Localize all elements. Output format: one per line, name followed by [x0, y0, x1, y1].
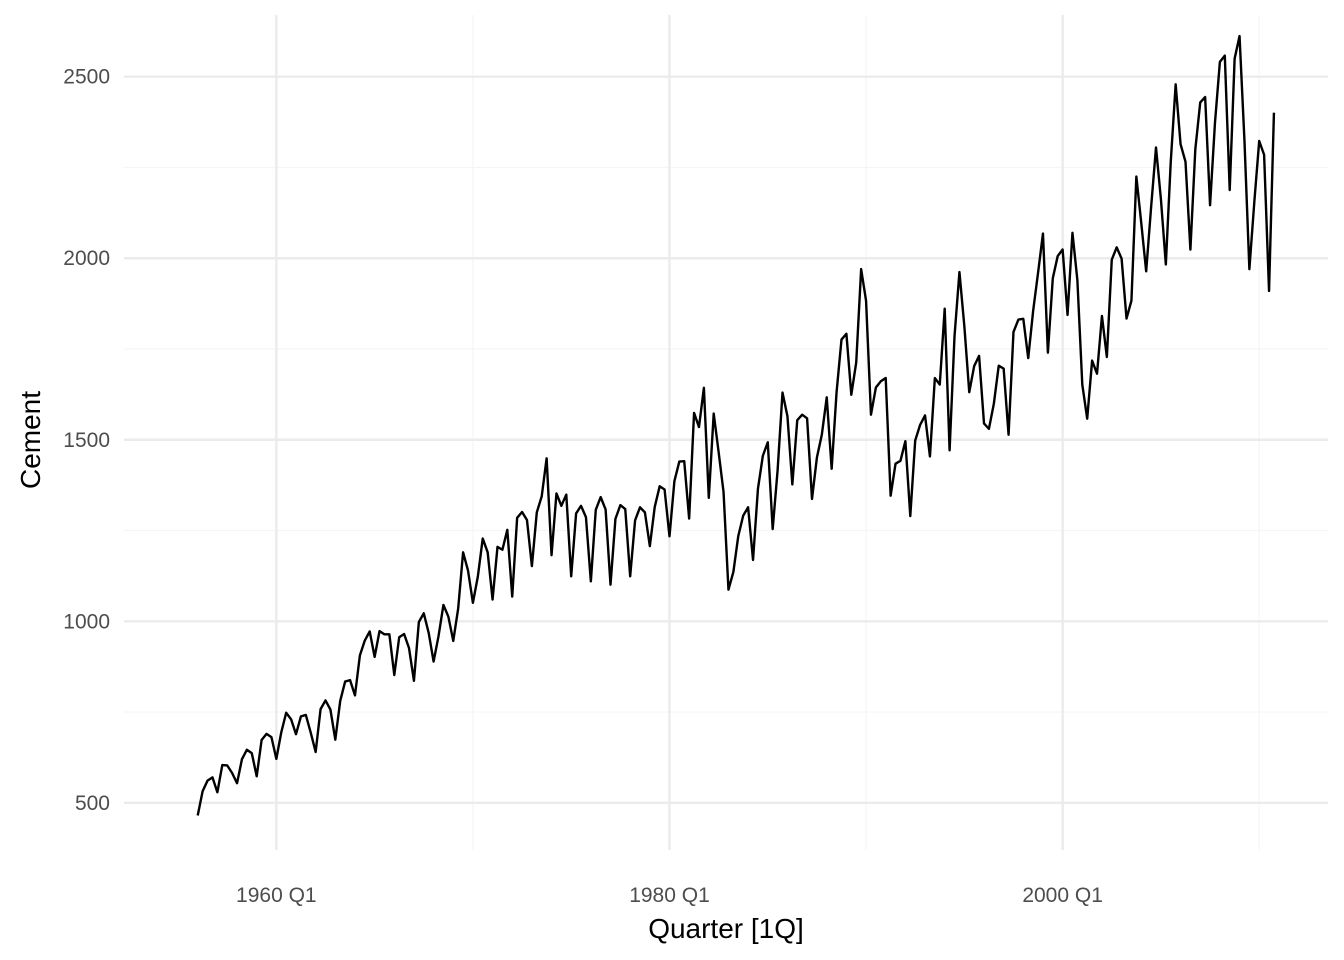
y-tick-label: 2500: [63, 66, 110, 89]
x-tick-label: 2000 Q1: [1022, 884, 1103, 907]
x-tick-label: 1960 Q1: [236, 884, 317, 907]
y-axis-tick-labels: 500 1000 1500 2000 2500: [63, 66, 110, 815]
y-tick-label: 1000: [63, 610, 110, 633]
series-layer: [196, 34, 1276, 816]
y-tick-label: 2000: [63, 247, 110, 270]
x-tick-label: 1980 Q1: [629, 884, 710, 907]
x-axis-tick-labels: 1960 Q1 1980 Q1 2000 Q1: [236, 884, 1103, 907]
major-gridlines: [124, 15, 1328, 850]
series-line-0: [196, 34, 1276, 816]
y-tick-label: 500: [75, 792, 110, 815]
y-tick-label: 1500: [63, 429, 110, 452]
y-axis-title: Cement: [15, 391, 46, 489]
x-axis-title: Quarter [1Q]: [648, 913, 804, 944]
